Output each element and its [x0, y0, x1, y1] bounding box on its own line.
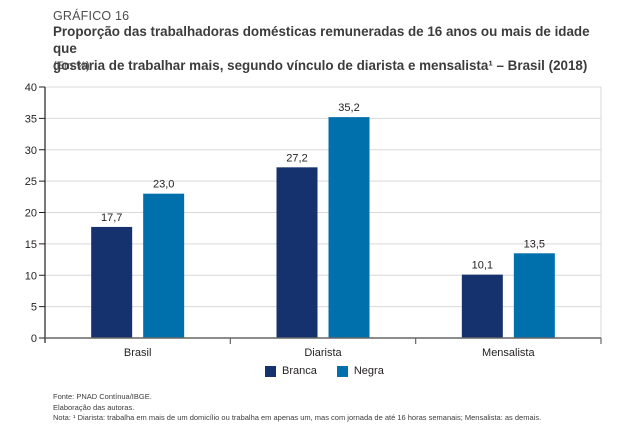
bars	[91, 117, 555, 339]
legend: Branca Negra	[265, 365, 384, 377]
gridlines	[45, 86, 602, 338]
category-label: Diarista	[304, 347, 342, 359]
legend-label-branca: Branca	[282, 365, 317, 377]
legend-swatch-branca	[265, 365, 276, 377]
y-tick-label: 15	[25, 239, 37, 251]
bar-negra	[328, 117, 370, 339]
y-tick-label: 20	[25, 208, 37, 220]
data-label: 10,1	[472, 260, 493, 272]
legend-label-negra: Negra	[353, 365, 384, 377]
legend-item-branca: Branca	[265, 365, 317, 377]
data-label: 23,0	[153, 179, 174, 191]
y-tick-label: 30	[25, 145, 37, 157]
axes	[39, 86, 602, 344]
data-label: 35,2	[338, 102, 359, 114]
chart-notes: Fonte: PNAD Contínua/IBGE. Elaboração da…	[53, 392, 541, 424]
legend-item-negra: Negra	[336, 365, 384, 377]
chart-title-line-2: gostaria de trabalhar mais, segundo vínc…	[53, 58, 588, 73]
y-tick-label: 25	[25, 176, 37, 188]
legend-swatch-negra	[336, 365, 348, 377]
category-label: Mensalista	[482, 347, 535, 359]
bar-branca	[91, 226, 133, 338]
y-tick-label: 5	[31, 302, 37, 314]
chart-unit: (Em %)	[53, 60, 90, 72]
y-tick-label: 40	[25, 82, 37, 94]
y-tick-label: 35	[25, 113, 37, 125]
source-note: Fonte: PNAD Contínua/IBGE.	[53, 392, 152, 401]
bar-branca	[461, 274, 503, 338]
category-label: Brasil	[124, 347, 152, 359]
chart-kicker: GRÁFICO 16	[53, 9, 130, 23]
data-label: 27,2	[286, 152, 307, 164]
authorship-note: Elaboração das autoras.	[53, 402, 135, 412]
data-label: 13,5	[524, 238, 545, 250]
bar-branca	[276, 167, 318, 338]
labels: 0 5 10 15 20 25 30 35 40 Brasil 17,7 23,0 Diarista 27…	[25, 82, 545, 359]
bar-negra	[513, 253, 555, 338]
bar-negra	[143, 193, 185, 338]
chart-title-line-1: Proporção das trabalhadoras domésticas r…	[53, 24, 590, 56]
y-tick-label: 10	[25, 270, 37, 282]
data-label: 17,7	[101, 212, 122, 224]
chart-title: Proporção das trabalhadoras domésticas r…	[53, 23, 613, 74]
footnote: Nota: ¹ Diarista: trabalha em mais de um…	[53, 413, 542, 422]
y-tick-label: 0	[31, 333, 37, 345]
